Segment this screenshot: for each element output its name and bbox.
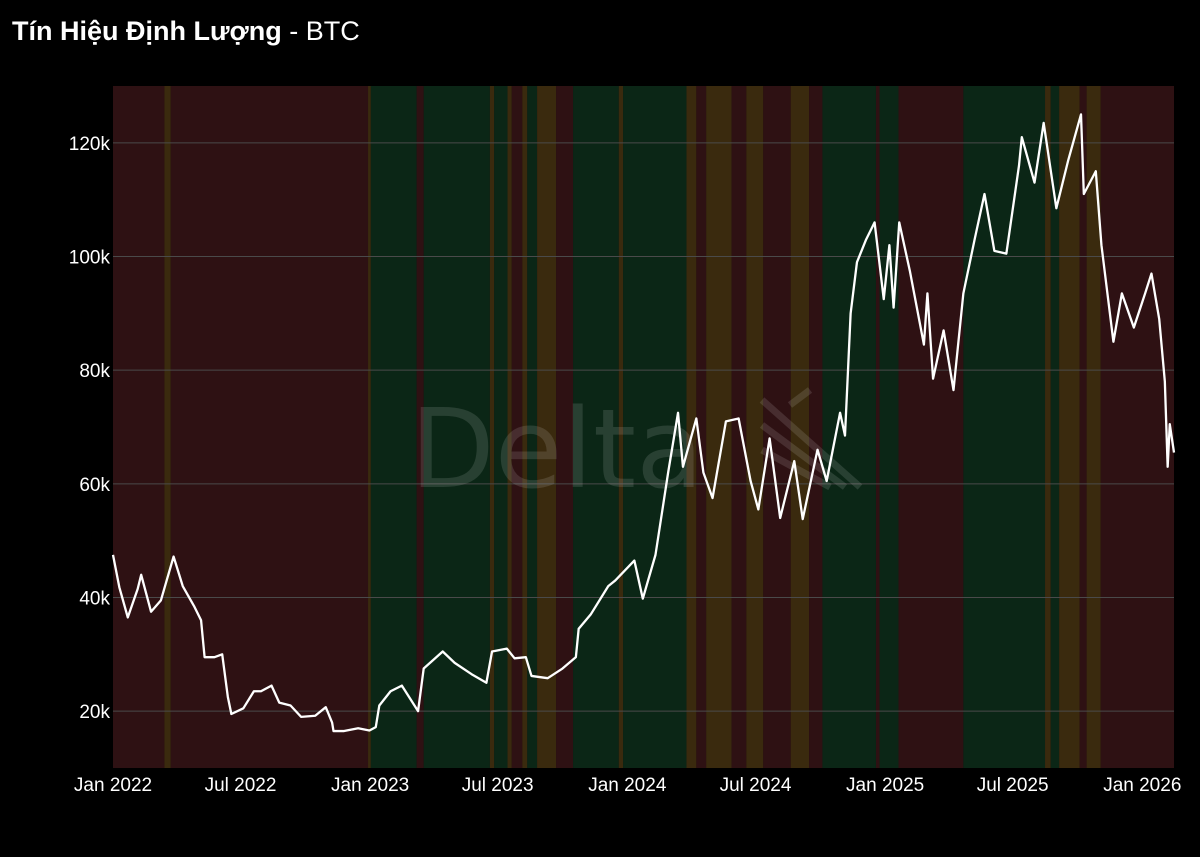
chart-title: Tín Hiệu Định Lượng - BTC xyxy=(12,16,360,47)
signal-band-bullish xyxy=(527,86,538,768)
signal-band-neutral xyxy=(507,86,512,768)
x-tick-label: Jan 2022 xyxy=(74,775,152,796)
y-tick-label: 40k xyxy=(79,589,110,610)
x-tick-label: Jan 2023 xyxy=(331,775,409,796)
chart-title-separator: - xyxy=(281,16,306,46)
signal-band-bearish xyxy=(1100,86,1174,768)
signal-band-bearish xyxy=(809,86,823,768)
x-tick-label: Jan 2026 xyxy=(1103,775,1181,796)
signal-band-bearish xyxy=(696,86,707,768)
y-tick-label: 60k xyxy=(79,475,110,496)
signal-band-neutral xyxy=(686,86,697,768)
chart-title-main: Tín Hiệu Định Lượng xyxy=(12,16,282,46)
signal-band-bearish xyxy=(763,86,791,768)
signal-band-bullish xyxy=(423,86,490,768)
y-gridlines xyxy=(113,142,1174,712)
x-tick-label: Jul 2024 xyxy=(720,775,792,796)
signal-band-neutral xyxy=(522,86,528,768)
signal-band-bearish xyxy=(898,86,964,768)
y-tick-label: 100k xyxy=(69,248,111,269)
x-tick-label: Jul 2023 xyxy=(462,775,534,796)
signal-band-neutral xyxy=(618,86,624,768)
signal-band-bullish xyxy=(879,86,899,768)
price-series-line xyxy=(111,113,1176,733)
signal-band-bearish xyxy=(511,86,523,768)
signal-band-neutral xyxy=(1045,86,1051,768)
signal-band-bearish xyxy=(1079,86,1087,768)
signal-band-neutral xyxy=(164,86,171,768)
x-tick-label: Jul 2022 xyxy=(205,775,277,796)
signal-band-neutral xyxy=(368,86,371,768)
signal-band-bearish xyxy=(875,86,880,768)
signal-band-bearish xyxy=(170,86,369,768)
signal-band-neutral xyxy=(1086,86,1101,768)
signal-band-bullish xyxy=(573,86,619,768)
signal-band-bearish xyxy=(416,86,424,768)
signal-band-bearish xyxy=(113,86,165,768)
signal-band-bullish xyxy=(963,86,1046,768)
signal-band-bearish xyxy=(731,86,747,768)
x-axis: Jan 2022 Jul 2022 Jan 2023 Jul 2023 Jan 2024… xyxy=(74,775,1181,796)
y-tick-label: 20k xyxy=(79,702,110,723)
y-tick-label: 120k xyxy=(69,134,111,155)
signal-band-bullish xyxy=(822,86,876,768)
y-tick-label: 80k xyxy=(79,361,110,382)
watermark-text: Delta xyxy=(410,385,703,513)
signal-band-neutral xyxy=(706,86,732,768)
signal-band-bullish xyxy=(370,86,417,768)
signal-band-bullish xyxy=(1050,86,1060,768)
x-tick-label: Jan 2024 xyxy=(588,775,667,796)
watermark: Delta xyxy=(410,385,863,513)
signal-band-neutral xyxy=(489,86,495,768)
x-tick-label: Jan 2025 xyxy=(846,775,924,796)
chart-title-symbol: BTC xyxy=(305,16,360,46)
x-tick-label: Jul 2025 xyxy=(977,775,1049,796)
y-axis: 20k 40k 60k 80k 100k 120k xyxy=(69,134,111,723)
